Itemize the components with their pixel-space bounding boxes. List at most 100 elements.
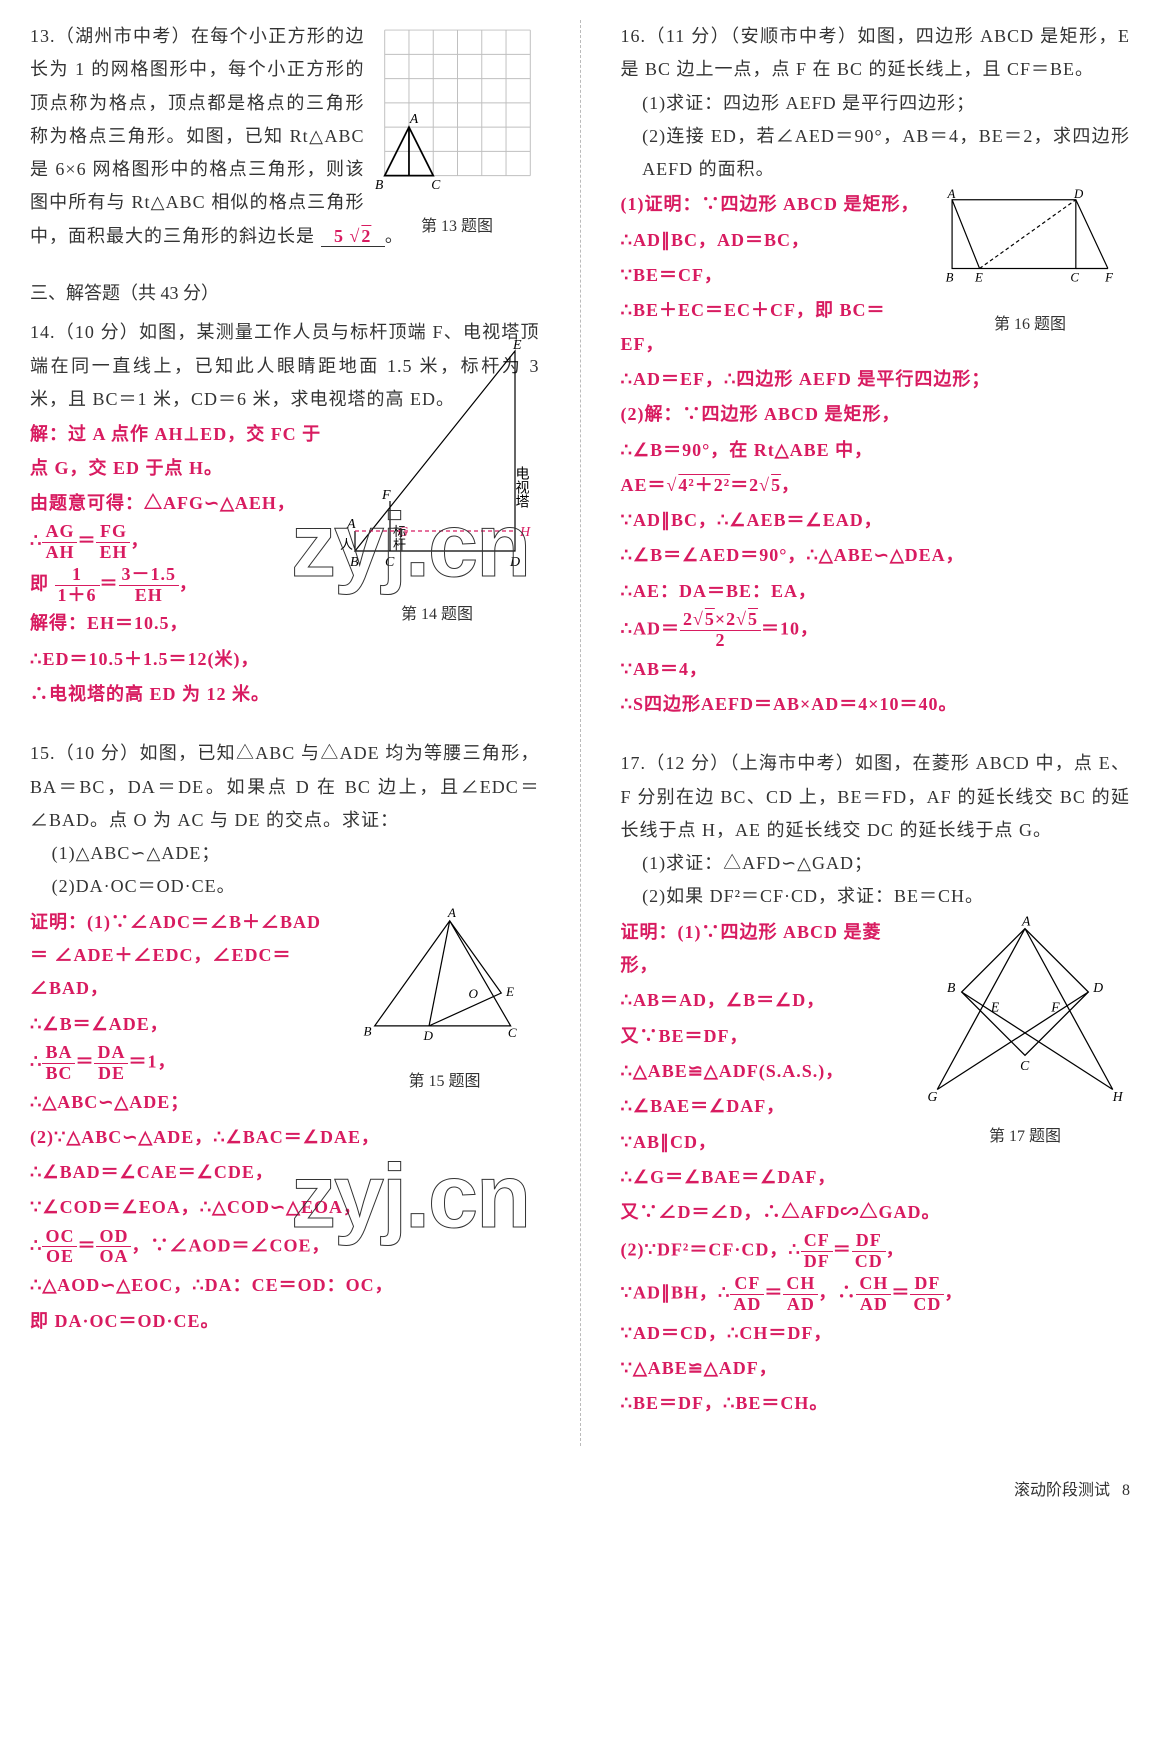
- q14-prefix: 14.: [30, 322, 56, 342]
- svg-text:B: B: [946, 271, 954, 285]
- q17-prefix: 17.: [621, 753, 647, 773]
- q17-text: 17.（12 分）（上海市中考）如图，在菱形 ABCD 中，点 E、F 分别在边…: [621, 747, 1131, 847]
- q15: 15.（10 分）如图，已知△ABC 与△ADE 均为等腰三角形，BA＝BC，D…: [30, 737, 540, 1340]
- q15-body: （10 分）如图，已知△ABC 与△ADE 均为等腰三角形，BA＝BC，DA＝D…: [30, 743, 540, 830]
- q15-sol-6: ∵∠COD＝∠EOA，∴△COD∽△EOA，: [30, 1191, 540, 1224]
- q15-text: 15.（10 分）如图，已知△ABC 与△ADE 均为等腰三角形，BA＝BC，D…: [30, 737, 540, 837]
- q16-sol-8: ∵AD∥BC，∴∠AEB＝∠EAD，: [621, 504, 1131, 537]
- q16-sol-10: ∴AE：DA＝BE：EA，: [621, 575, 1131, 608]
- svg-text:B: B: [375, 177, 383, 192]
- svg-text:B: B: [350, 555, 359, 570]
- svg-text:D: D: [1073, 187, 1084, 201]
- q17-p2: (2)如果 DF²＝CF·CD，求证：BE＝CH。: [621, 880, 1131, 913]
- q16-sol-13: ∴S四边形AEFD＝AB×AD＝4×10＝40。: [621, 688, 1131, 721]
- q14-sol-5: ∴ED＝10.5＋1.5＝12(米)，: [30, 643, 540, 676]
- q16-p1: (1)求证：四边形 AEFD 是平行四边形；: [621, 87, 1131, 120]
- left-column: A B C 第 13 题图 13.（湖州市中考）在每个小正方形的边长为 1 的网…: [30, 20, 540, 1446]
- svg-text:D: D: [422, 1028, 433, 1043]
- svg-text:O: O: [468, 985, 478, 1000]
- q13-svg: A B C: [375, 20, 540, 210]
- svg-text:C: C: [1020, 1058, 1030, 1073]
- q13-prefix: 13.: [30, 26, 56, 46]
- q15-figure: A B C D E O 第 15 题图: [350, 904, 540, 1097]
- svg-text:B: B: [363, 1023, 371, 1038]
- svg-text:C: C: [385, 555, 395, 570]
- q16-sol-6: ∴∠B＝90°，在 Rt△ABE 中，: [621, 434, 1131, 467]
- svg-text:G: G: [928, 1089, 938, 1104]
- page-footer: 滚动阶段测试 8: [30, 1476, 1130, 1506]
- q16-body: （11 分）（安顺市中考）如图，四边形 ABCD 是矩形，E 是 BC 边上一点…: [621, 26, 1131, 79]
- q13: A B C 第 13 题图 13.（湖州市中考）在每个小正方形的边长为 1 的网…: [30, 20, 540, 253]
- svg-text:A: A: [1021, 914, 1031, 929]
- svg-text:F: F: [381, 488, 391, 503]
- svg-text:杆: 杆: [393, 537, 406, 552]
- q17: 17.（12 分）（上海市中考）如图，在菱形 ABCD 中，点 E、F 分别在边…: [621, 747, 1131, 1422]
- q16-figure: A D B E C F 第 16 题图: [930, 186, 1130, 339]
- q15-sol-7: ∴OCOE＝ODOA，∵∠AOD＝∠COE，: [30, 1227, 540, 1268]
- right-column: 16.（11 分）（安顺市中考）如图，四边形 ABCD 是矩形，E 是 BC 边…: [621, 20, 1131, 1446]
- q16-text: 16.（11 分）（安顺市中考）如图，四边形 ABCD 是矩形，E 是 BC 边…: [621, 20, 1131, 87]
- q13-body: （湖州市中考）在每个小正方形的边长为 1 的网格图形中，每个小正方形的顶点称为格…: [30, 26, 365, 246]
- svg-text:C: C: [507, 1025, 516, 1040]
- q15-caption: 第 15 题图: [350, 1067, 540, 1097]
- svg-text:D: D: [1092, 980, 1103, 995]
- svg-text:A: A: [346, 517, 356, 532]
- q15-svg: A B C D E O: [350, 904, 540, 1054]
- q13-answer: 5 √2: [321, 226, 385, 247]
- svg-text:C: C: [1070, 271, 1079, 285]
- q14-figure: E F A B C D H G 电视塔 标 杆 人 第 14 题图: [335, 336, 540, 629]
- q15-p2: (2)DA·OC＝OD·CE。: [30, 870, 540, 903]
- q16-p2: (2)连接 ED，若∠AED＝90°，AB＝4，BE＝2，求四边形 AEFD 的…: [621, 120, 1131, 187]
- q16: 16.（11 分）（安顺市中考）如图，四边形 ABCD 是矩形，E 是 BC 边…: [621, 20, 1131, 723]
- svg-text:A: A: [947, 187, 956, 201]
- svg-text:F: F: [1104, 271, 1113, 285]
- svg-text:D: D: [509, 555, 520, 570]
- q15-sol-8: ∴△AOD∽△EOC，∴DA：CE＝OD：OC，: [30, 1269, 540, 1302]
- svg-text:E: E: [990, 999, 1000, 1014]
- q14-sol-6: ∴电视塔的高 ED 为 12 米。: [30, 678, 540, 711]
- svg-text:B: B: [947, 980, 956, 995]
- q17-caption: 第 17 题图: [920, 1122, 1130, 1152]
- svg-text:人: 人: [340, 537, 353, 552]
- q13-figure: A B C 第 13 题图: [375, 20, 540, 185]
- q16-sol-12: ∵AB＝4，: [621, 653, 1131, 686]
- q13-tail: 。: [385, 226, 404, 246]
- q15-prefix: 15.: [30, 743, 56, 763]
- q16-sol-5: (2)解：∵四边形 ABCD 是矩形，: [621, 398, 1131, 431]
- page-container: A B C 第 13 题图 13.（湖州市中考）在每个小正方形的边长为 1 的网…: [30, 20, 1130, 1446]
- column-divider: [580, 20, 581, 1446]
- footer-label: 滚动阶段测试: [1014, 1482, 1110, 1499]
- footer-page: 8: [1122, 1482, 1130, 1499]
- q14-svg: E F A B C D H G 电视塔 标 杆 人: [335, 336, 540, 586]
- svg-text:电视塔: 电视塔: [513, 466, 529, 508]
- q16-caption: 第 16 题图: [930, 310, 1130, 340]
- svg-text:A: A: [408, 111, 418, 126]
- q16-sol-9: ∴∠B＝∠AED＝90°，∴△ABE∽△DEA，: [621, 539, 1131, 572]
- q17-p1: (1)求证：△AFD∽△GAD；: [621, 847, 1131, 880]
- q17-figure: A B D C E F G H 第 17 题图: [920, 914, 1130, 1152]
- q17-sol-12: ∴BE＝DF，∴BE＝CH。: [621, 1387, 1131, 1420]
- svg-text:H: H: [1112, 1089, 1124, 1104]
- q17-sol-11: ∵△ABE≌△ADF，: [621, 1352, 1131, 1385]
- q17-sol-7: 又∵∠D＝∠D，∴△AFD∽△GAD。: [621, 1196, 1131, 1229]
- q16-sol-11: ∴AD＝2√5×2√52＝10，: [621, 610, 1131, 651]
- svg-text:C: C: [431, 177, 441, 192]
- section-3-header: 三、解答题（共 43 分）: [30, 277, 540, 310]
- svg-text:E: E: [974, 271, 983, 285]
- q15-sol-5: ∴∠BAD＝∠CAE＝∠CDE，: [30, 1156, 540, 1189]
- q17-sol-9: ∵AD∥BH，∴CFAD＝CHAD，∴CHAD＝DFCD，: [621, 1274, 1131, 1315]
- q16-prefix: 16.: [621, 26, 647, 46]
- svg-text:E: E: [512, 338, 522, 353]
- q16-sol-7: AE＝√4²＋2²＝2√5，: [621, 469, 1131, 502]
- svg-text:F: F: [1050, 999, 1060, 1014]
- q14-caption: 第 14 题图: [335, 600, 540, 630]
- svg-text:E: E: [504, 984, 513, 999]
- q15-p1: (1)△ABC∽△ADE；: [30, 837, 540, 870]
- q16-svg: A D B E C F: [930, 186, 1130, 296]
- q15-sol-4: (2)∵△ABC∽△ADE，∴∠BAC＝∠DAE，: [30, 1121, 540, 1154]
- q17-sol-10: ∵AD＝CD，∴CH＝DF，: [621, 1317, 1131, 1350]
- q17-svg: A B D C E F G H: [920, 914, 1130, 1109]
- q17-sol-8: (2)∵DF²＝CF·CD，∴CFDF＝DFCD，: [621, 1231, 1131, 1272]
- svg-text:A: A: [446, 905, 456, 920]
- q17-sol-6: ∴∠G＝∠BAE＝∠DAF，: [621, 1161, 1131, 1194]
